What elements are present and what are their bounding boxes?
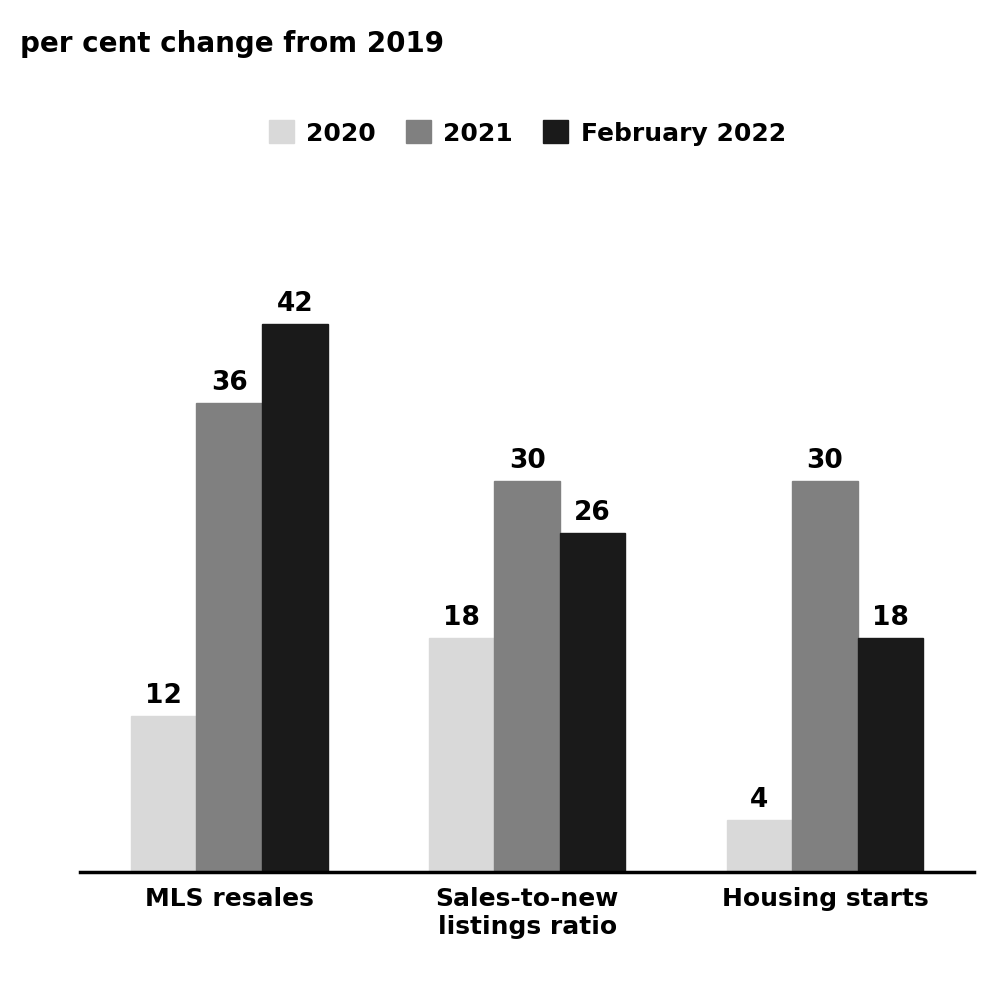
Text: 4: 4	[749, 786, 767, 812]
Bar	[262, 325, 327, 873]
Text: 30: 30	[805, 447, 843, 473]
Bar	[130, 716, 197, 873]
Text: 18: 18	[442, 604, 479, 630]
Text: 36: 36	[211, 369, 248, 395]
Bar	[560, 534, 625, 873]
Legend: 2020, 2021, February 2022: 2020, 2021, February 2022	[259, 111, 794, 156]
Bar	[791, 481, 857, 873]
Text: 26: 26	[574, 499, 611, 526]
Bar	[428, 638, 493, 873]
Text: per cent change from 2019: per cent change from 2019	[20, 30, 443, 58]
Text: 12: 12	[145, 682, 182, 708]
Text: 30: 30	[509, 447, 545, 473]
Bar	[726, 820, 791, 873]
Bar	[493, 481, 560, 873]
Bar	[857, 638, 923, 873]
Text: 42: 42	[276, 291, 313, 317]
Bar	[197, 403, 262, 873]
Text: 18: 18	[872, 604, 908, 630]
